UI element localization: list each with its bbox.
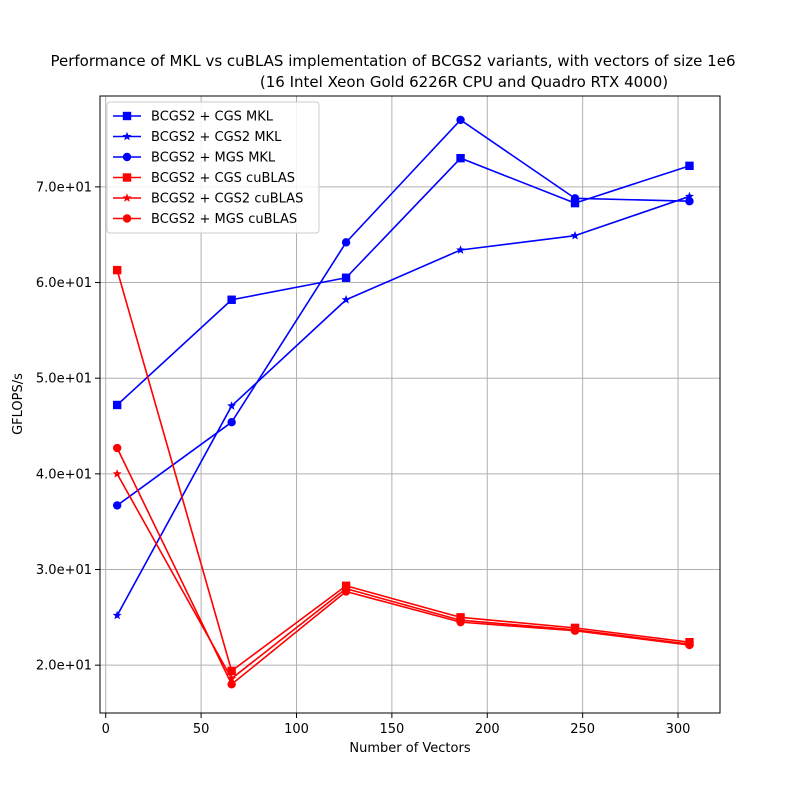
- legend-marker: [122, 152, 132, 162]
- series: [112, 265, 694, 676]
- x-axis: 0 50 100 150 200 250 300: [102, 713, 691, 737]
- y-tick-label: 5.0e+01: [36, 372, 92, 387]
- data-point: [456, 115, 465, 125]
- legend-item: BCGS2 + CGS MKL: [113, 110, 274, 125]
- legend-label: BCGS2 + MGS MKL: [151, 151, 276, 166]
- series-line: [116, 473, 690, 680]
- x-tick-label: 250: [570, 722, 595, 737]
- data-point: [570, 626, 580, 635]
- series: [112, 153, 694, 410]
- x-tick-label: 200: [475, 722, 500, 737]
- legend-marker: [122, 111, 132, 121]
- x-tick-label: 100: [284, 722, 309, 737]
- legend-item: BCGS2 + CGS2 cuBLAS: [113, 192, 303, 207]
- legend-label: BCGS2 + CGS cuBLAS: [151, 171, 295, 186]
- data-point: [341, 238, 351, 247]
- x-tick-label: 150: [379, 722, 404, 737]
- x-axis-label: Number of Vectors: [349, 741, 470, 756]
- legend-box: [106, 101, 320, 234]
- legend-item: BCGS2 + MGS cuBLAS: [113, 212, 297, 227]
- data-point: [112, 265, 122, 275]
- data-point: [341, 295, 351, 304]
- chart-title: Performance of MKL vs cuBLAS implementat…: [51, 52, 736, 70]
- series: [112, 469, 694, 683]
- series-line: [116, 269, 690, 672]
- legend-label: BCGS2 + MGS cuBLAS: [151, 212, 297, 227]
- y-tick-label: 7.0e+01: [36, 180, 92, 195]
- legend-item: BCGS2 + CGS cuBLAS: [113, 171, 295, 186]
- plot-frame: [99, 95, 721, 714]
- data-point: [341, 587, 351, 596]
- legend-label: BCGS2 + CGS2 MKL: [151, 130, 282, 145]
- y-tick-label: 4.0e+01: [36, 467, 92, 482]
- legend-label: BCGS2 + CGS2 cuBLAS: [151, 192, 303, 207]
- x-tick-label: 300: [666, 722, 691, 737]
- data-point: [685, 197, 694, 206]
- y-axis-label: GFLOPS/s: [11, 373, 26, 435]
- legend-marker: [122, 173, 132, 182]
- data-point: [227, 295, 236, 304]
- series: [112, 443, 694, 689]
- data-point: [685, 161, 694, 171]
- data-point: [227, 673, 237, 683]
- data-point: [456, 617, 465, 627]
- data-point: [570, 230, 580, 240]
- data-point: [112, 610, 122, 620]
- y-tick-label: 2.0e+01: [36, 659, 92, 674]
- series-line: [116, 447, 690, 686]
- series-layer: [112, 115, 694, 689]
- data-point: [112, 443, 122, 453]
- data-point: [456, 245, 466, 254]
- legend-marker: [122, 193, 132, 202]
- data-point: [112, 400, 122, 410]
- legend-item: BCGS2 + MGS MKL: [113, 151, 276, 166]
- legend-marker: [122, 214, 132, 223]
- data-point: [112, 469, 122, 478]
- data-point: [112, 501, 122, 510]
- data-point: [227, 417, 236, 427]
- data-point: [456, 153, 465, 163]
- series: [112, 115, 694, 510]
- series-line: [116, 157, 690, 406]
- data-point: [570, 198, 580, 208]
- legend-label: BCGS2 + CGS MKL: [151, 110, 274, 125]
- series-line: [116, 195, 690, 616]
- x-tick-label: 0: [102, 722, 110, 737]
- series: [112, 191, 694, 620]
- legend-item: BCGS2 + CGS2 MKL: [113, 130, 282, 145]
- y-tick-label: 3.0e+01: [36, 563, 92, 578]
- x-tick-label: 50: [193, 722, 210, 737]
- y-tick-label: 6.0e+01: [36, 276, 92, 291]
- chart-subtitle: (16 Intel Xeon Gold 6226R CPU and Quadro…: [260, 73, 668, 91]
- y-axis: 2.0e+01 3.0e+01 4.0e+01 5.0e+01 6.0e+01 7.0e+…: [36, 180, 100, 674]
- data-point: [570, 194, 580, 203]
- data-point: [685, 640, 694, 650]
- series-line: [116, 119, 690, 507]
- data-point: [341, 273, 351, 282]
- legend: BCGS2 + CGS MKL BCGS2 + CGS2 MKL BCGS2 + M…: [106, 101, 320, 234]
- data-point: [684, 191, 694, 201]
- data-point: [227, 680, 236, 689]
- legend-marker: [122, 131, 132, 141]
- data-point: [227, 401, 237, 410]
- data-point: [227, 666, 236, 676]
